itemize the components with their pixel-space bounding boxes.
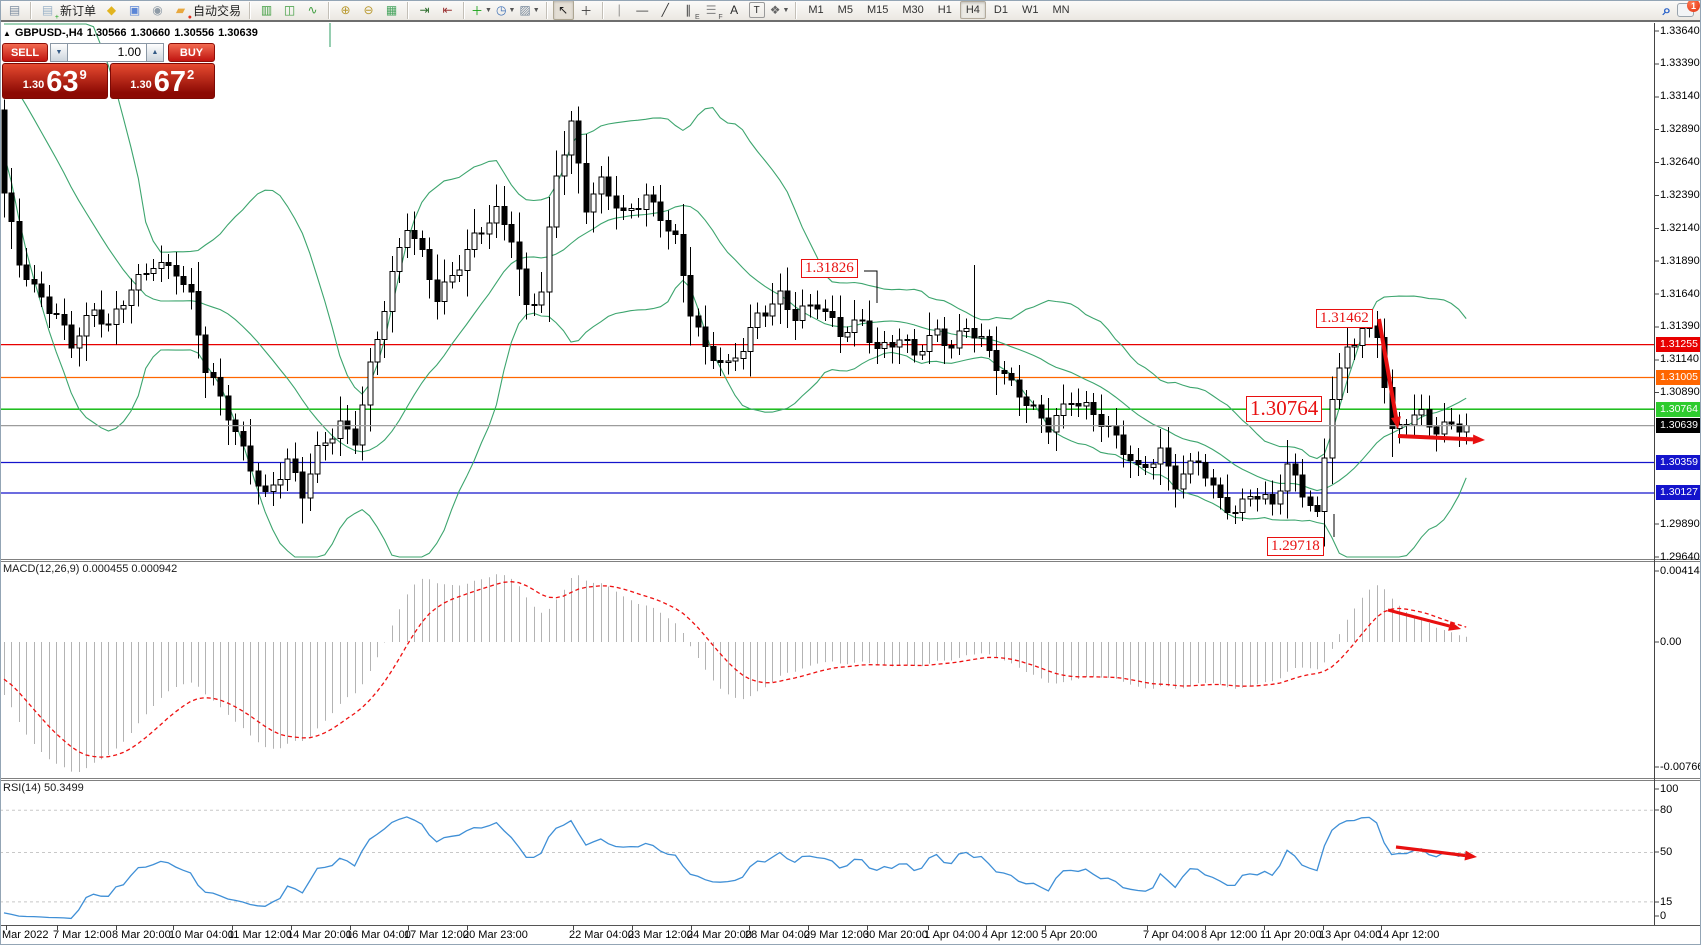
timeframe-mn[interactable]: MN <box>1052 4 1070 16</box>
autotrading-icon-badge: ● <box>187 14 193 21</box>
trend-arrows[interactable] <box>1377 318 1485 861</box>
horizontal-line-icon[interactable]: — <box>636 3 649 17</box>
vertical-line-icon[interactable]: ｜ <box>613 3 626 18</box>
buy-button[interactable]: BUY <box>168 43 215 62</box>
quote-header: ▲ GBPUSD-,H4 1.30566 1.30660 1.30556 1.30639 <box>3 27 262 39</box>
crosshair-icon[interactable]: ＋ <box>580 3 593 18</box>
trendline-icon[interactable]: ╱ <box>661 3 669 17</box>
quote-open: 1.30566 <box>86 27 127 39</box>
chart-window-icon[interactable]: ▤ <box>8 3 21 17</box>
chart-profiles-icon[interactable]: ◆ <box>106 3 117 17</box>
signals-icon[interactable]: ◉ <box>152 3 163 17</box>
timeframe-m15[interactable]: M15 <box>866 4 889 16</box>
sell-price-cell[interactable]: 1.30 63 9 <box>2 63 108 99</box>
chart-shift-icon[interactable]: ⇤ <box>442 3 453 17</box>
bollinger-bands <box>3 23 1467 558</box>
sell-price-big: 63 <box>46 66 79 98</box>
notification-badge: 1 <box>1687 0 1700 12</box>
axes[interactable] <box>0 23 1701 930</box>
symbol-name: GBPUSD-,H4 <box>14 27 83 39</box>
text-label-icon[interactable]: T <box>748 2 765 18</box>
cursor-icon[interactable]: ↖ <box>552 0 574 20</box>
autotrading-icon[interactable]: ▰ ● <box>175 3 193 21</box>
buy-price-cell[interactable]: 1.30 67 2 <box>109 63 215 99</box>
timeframe-m30[interactable]: M30 <box>902 4 924 16</box>
template-icon[interactable]: ▨ ▼ <box>519 3 540 17</box>
quote-low: 1.30556 <box>174 27 215 39</box>
autotrading-label: 自动交易 <box>193 3 242 18</box>
equidistant-channel-icon-badge: E <box>695 14 700 21</box>
search-icon[interactable]: ⌕ <box>1662 1 1671 19</box>
zoom-in-icon[interactable]: ⊕ <box>340 3 351 17</box>
toolbar-separator <box>463 1 466 19</box>
timeframe-m1[interactable]: M1 <box>808 4 824 16</box>
candles-layer[interactable] <box>1 99 1470 547</box>
sell-button[interactable]: SELL <box>2 43 48 62</box>
dropdown-caret-icon: ▼ <box>532 6 540 14</box>
fibonacci-icon-badge: F <box>718 14 723 21</box>
volume-up-button[interactable]: ▲ <box>146 43 164 62</box>
line-mode-icon[interactable]: ∿ <box>307 3 318 17</box>
price-callout-label[interactable]: 1.30764 <box>1246 396 1323 422</box>
period-clock-icon[interactable]: ◷ ▼ <box>495 3 516 17</box>
sell-price-prefix: 1.30 <box>22 79 45 91</box>
one-click-top-row: SELL ▼ 1.00 ▲ BUY <box>2 43 215 62</box>
bars-mode-icon[interactable]: ▥ <box>260 3 273 17</box>
toolbar-separator <box>545 1 548 19</box>
toolbar: ▤ ▤ + 新订单 ◆ ▣ ◉ ▰ ● 自动交易 ▥ ◫ ∿ ⊕ ⊖ ▦ ⇥ ⇤ ＋ ▼ ◷ ▼ ▨ ▼ ↖ ＋ ｜ — ╱ ∥ E ☰ F A T… <box>0 0 1701 22</box>
toolbar-separator <box>30 1 32 19</box>
auto-scroll-icon[interactable]: ⇥ <box>419 3 430 17</box>
new-order-icon[interactable]: ▤ + <box>41 3 59 21</box>
fibonacci-icon[interactable]: ☰ F <box>705 3 723 21</box>
toolbar-right: ⌕ 1 <box>1662 0 1700 19</box>
price-callout-label[interactable]: 1.31462 <box>1316 309 1373 328</box>
buy-price-sup: 2 <box>186 67 195 82</box>
dropdown-caret-icon: ▼ <box>508 6 516 14</box>
toolbar-items: ▤ ▤ + 新订单 ◆ ▣ ◉ ▰ ● 自动交易 ▥ ◫ ∿ ⊕ ⊖ ▦ ⇥ ⇤ ＋ ▼ ◷ ▼ ▨ ▼ ↖ ＋ ｜ — ╱ ∥ E ☰ F A T… <box>3 0 1077 21</box>
macd-pane <box>3 574 1467 772</box>
toolbar-separator <box>407 1 410 19</box>
one-click-trading-panel: SELL ▼ 1.00 ▲ BUY 1.30 63 9 1.30 67 2 <box>2 43 215 99</box>
new-order-label: 新订单 <box>60 3 97 18</box>
price-callout-label[interactable]: 1.31826 <box>801 259 858 278</box>
timeframe-w1[interactable]: W1 <box>1021 4 1039 16</box>
text-icon[interactable]: A <box>730 3 739 17</box>
symbol-arrow-icon: ▲ <box>3 29 11 38</box>
add-indicator-icon[interactable]: ＋ ▼ <box>471 3 492 18</box>
horizontal-level-lines[interactable] <box>0 343 1654 494</box>
timeframe-m5[interactable]: M5 <box>837 4 853 16</box>
arrows-icon[interactable]: ❖ ▼ <box>769 3 790 17</box>
dropdown-caret-icon: ▼ <box>485 6 492 14</box>
buy-price-big: 67 <box>153 66 186 98</box>
new-order-icon-badge: + <box>54 14 59 21</box>
volume-input[interactable]: 1.00 <box>68 43 146 62</box>
zoom-out-icon[interactable]: ⊖ <box>363 3 374 17</box>
rsi-pane <box>0 809 1654 920</box>
buy-price-prefix: 1.30 <box>130 79 152 91</box>
timeframe-h1[interactable]: H1 <box>937 4 952 16</box>
toolbar-separator <box>601 1 604 19</box>
quote-high: 1.30660 <box>130 27 171 39</box>
dropdown-caret-icon: ▼ <box>782 6 790 14</box>
chat-icon[interactable]: 1 <box>1677 0 1700 17</box>
timeframe-h4[interactable]: H4 <box>959 1 986 19</box>
tile-windows-icon[interactable]: ▦ <box>385 3 398 17</box>
volume-down-button[interactable]: ▼ <box>50 43 68 62</box>
toolbar-separator <box>795 1 798 19</box>
price-callout-label[interactable]: 1.29718 <box>1267 537 1324 556</box>
candles-mode-icon[interactable]: ◫ <box>283 3 296 17</box>
market-watch-icon[interactable]: ▣ <box>128 3 141 17</box>
equidistant-channel-icon[interactable]: ∥ E <box>685 3 700 21</box>
sell-price-sup: 9 <box>79 67 87 82</box>
volume-spinner: ▼ 1.00 ▲ <box>50 43 164 62</box>
toolbar-separator <box>328 1 331 19</box>
toolbar-separator <box>249 1 252 19</box>
callout-connectors <box>864 270 1335 537</box>
one-click-price-row: 1.30 63 9 1.30 67 2 <box>2 63 215 99</box>
quote-close: 1.30639 <box>218 27 258 39</box>
timeframe-d1[interactable]: D1 <box>993 4 1008 16</box>
